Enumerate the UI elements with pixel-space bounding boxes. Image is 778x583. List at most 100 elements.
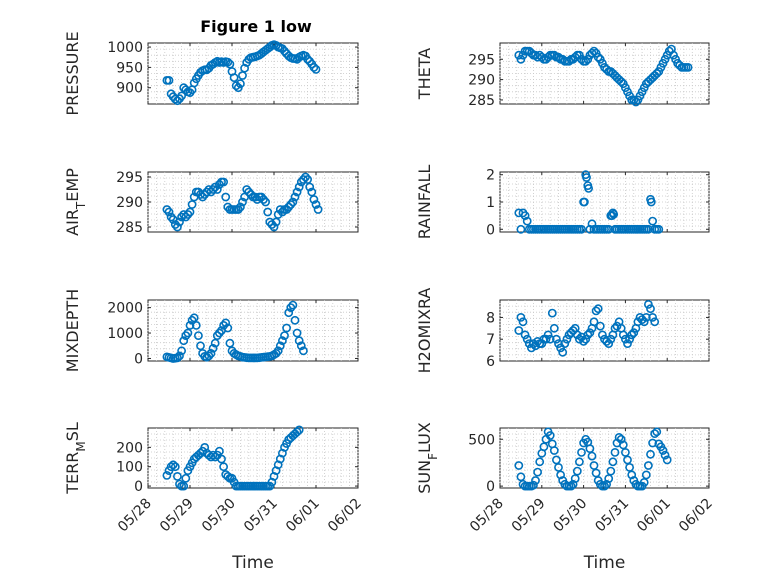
- data-point: [301, 172, 310, 182]
- y-tick-label: 285: [468, 93, 495, 109]
- data-point: [305, 182, 315, 192]
- data-point: [235, 79, 245, 89]
- data-point: [265, 217, 275, 227]
- data-point: [616, 434, 626, 444]
- data-point: [585, 328, 595, 338]
- x-axis-label: Time: [231, 553, 274, 573]
- data-point: [298, 346, 308, 356]
- data-point: [193, 331, 203, 340]
- data-point: [275, 205, 285, 214]
- data-point: [549, 446, 559, 455]
- data-point: [623, 455, 632, 465]
- data-point: [533, 467, 542, 477]
- data-point: [654, 224, 664, 234]
- data-point: [522, 216, 532, 226]
- data-point: [238, 197, 247, 207]
- data-point: [606, 334, 616, 344]
- data-point: [231, 81, 241, 91]
- data-point: [660, 450, 670, 460]
- data-point: [639, 477, 649, 487]
- data-point: [600, 481, 609, 491]
- data-point: [191, 320, 201, 330]
- data-point: [589, 461, 599, 470]
- data-point: [189, 313, 199, 323]
- y-tick-label: 0: [486, 479, 495, 495]
- data-point: [273, 346, 283, 356]
- data-point: [516, 472, 526, 482]
- data-point: [162, 470, 172, 480]
- y-axis-label: AIRTEMP: [63, 168, 88, 236]
- y-axis-label: PRESSURE: [63, 31, 82, 115]
- x-tick-label: 05/30: [551, 496, 591, 536]
- data-point: [556, 470, 565, 480]
- data-point: [549, 50, 559, 60]
- data-point: [208, 450, 218, 460]
- data-point: [527, 48, 536, 58]
- data-point: [219, 177, 228, 187]
- data-point: [652, 69, 662, 78]
- data-point: [221, 318, 231, 328]
- y-tick-label: 200: [116, 440, 143, 456]
- data-point: [585, 444, 595, 453]
- data-point: [566, 481, 576, 491]
- data-point: [290, 315, 300, 325]
- data-point: [560, 339, 570, 348]
- data-point: [214, 446, 224, 456]
- data-point: [625, 334, 634, 344]
- data-point: [162, 205, 172, 214]
- data-point: [646, 449, 655, 459]
- subplot-rainfall: 0 1 2 RAINFALL: [415, 165, 710, 239]
- data-point: [261, 197, 270, 207]
- y-tick-label: 290: [468, 73, 495, 89]
- data-point: [181, 212, 191, 222]
- data-point: [575, 457, 584, 467]
- data-point: [652, 427, 662, 437]
- y-tick-label: 0: [134, 351, 143, 367]
- data-point: [570, 474, 580, 483]
- y-tick-label: 1000: [107, 40, 143, 56]
- y-axis-label: MIXDEPTH: [63, 289, 82, 372]
- data-point: [683, 63, 693, 72]
- data-point: [641, 312, 651, 322]
- data-point: [633, 317, 643, 327]
- data-point: [307, 187, 317, 197]
- x-axis-label: Time: [583, 553, 626, 573]
- data-point: [610, 323, 620, 333]
- data-point: [593, 304, 603, 314]
- data-point: [639, 317, 649, 327]
- x-tick-label: 05/28: [115, 496, 155, 536]
- data-point: [531, 476, 540, 485]
- data-point: [311, 65, 321, 74]
- data-point: [292, 187, 302, 197]
- subplot-h2omixra: 6 7 8 H2OMIXRA: [415, 288, 710, 373]
- data-point: [185, 207, 195, 217]
- data-point: [208, 185, 218, 194]
- data-point: [198, 192, 207, 202]
- data-point: [256, 192, 266, 202]
- data-point: [587, 219, 597, 229]
- data-point: [577, 447, 586, 457]
- data-point: [242, 185, 252, 194]
- data-point: [650, 429, 660, 438]
- x-tick-label: 06/01: [634, 496, 674, 536]
- data-point: [518, 317, 528, 327]
- data-point: [564, 56, 574, 66]
- x-tick-label: 06/02: [325, 496, 365, 536]
- data-point: [166, 212, 176, 222]
- data-point: [610, 447, 620, 457]
- y-tick-label: 0: [486, 222, 495, 238]
- data-point: [579, 336, 588, 346]
- data-point: [581, 56, 591, 66]
- data-point: [589, 317, 599, 327]
- data-point: [164, 207, 174, 217]
- subplot-theta: 285 290 295 THETA: [415, 42, 710, 109]
- data-point: [554, 462, 563, 472]
- data-point: [229, 73, 239, 82]
- data-point: [537, 52, 547, 62]
- data-point: [214, 328, 224, 338]
- data-point: [516, 312, 526, 322]
- x-tick-label: 05/30: [199, 496, 239, 536]
- y-tick-label: 2: [486, 168, 495, 184]
- data-point: [591, 468, 601, 478]
- data-point: [280, 331, 289, 340]
